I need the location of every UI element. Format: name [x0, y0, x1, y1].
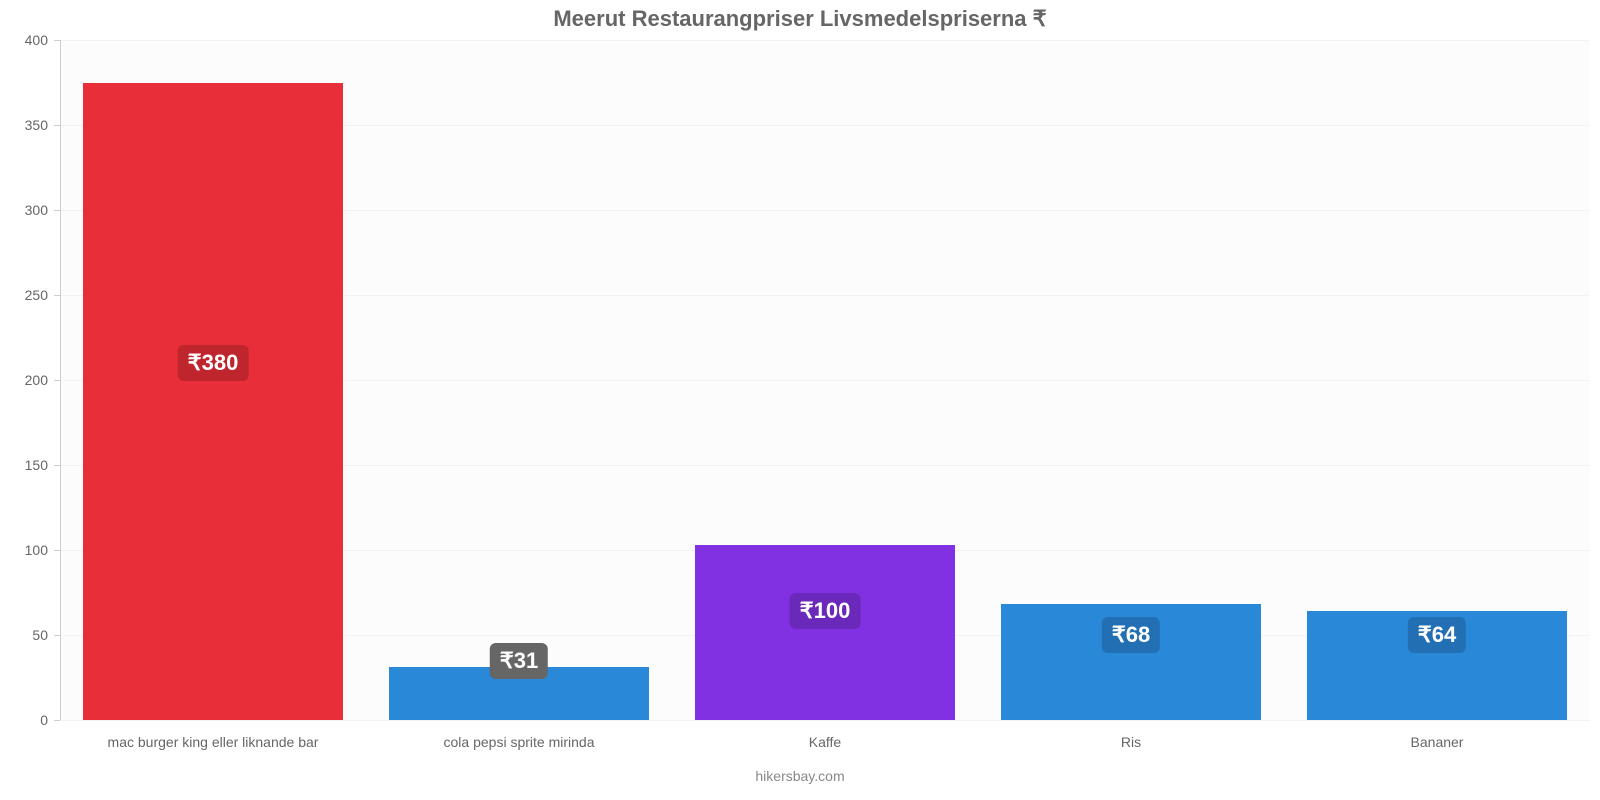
ytick-label: 200 [25, 372, 48, 388]
plot-area: 050100150200250300350400₹380mac burger k… [60, 40, 1590, 720]
ytick [54, 720, 60, 721]
ytick-label: 100 [25, 542, 48, 558]
ytick-label: 250 [25, 287, 48, 303]
ytick-label: 350 [25, 117, 48, 133]
bar [695, 545, 955, 720]
ytick-label: 300 [25, 202, 48, 218]
price-bar-chart: Meerut Restaurangpriser Livsmedelspriser… [0, 0, 1600, 800]
bar [83, 83, 343, 721]
gridline [60, 40, 1590, 41]
ytick-label: 50 [32, 627, 48, 643]
ytick-label: 150 [25, 457, 48, 473]
gridline [60, 720, 1590, 721]
xtick-label: Kaffe [809, 734, 841, 750]
xtick-label: mac burger king eller liknande bar [108, 734, 319, 750]
chart-title: Meerut Restaurangpriser Livsmedelspriser… [0, 6, 1600, 32]
ytick-label: 400 [25, 32, 48, 48]
y-axis [60, 40, 61, 720]
xtick-label: Ris [1121, 734, 1141, 750]
ytick-label: 0 [40, 712, 48, 728]
chart-credit: hikersbay.com [0, 768, 1600, 784]
value-label: ₹64 [1408, 617, 1466, 653]
value-label: ₹100 [790, 593, 861, 629]
value-label: ₹380 [178, 345, 249, 381]
value-label: ₹68 [1102, 617, 1160, 653]
xtick-label: cola pepsi sprite mirinda [444, 734, 595, 750]
value-label: ₹31 [490, 643, 548, 679]
xtick-label: Bananer [1411, 734, 1464, 750]
